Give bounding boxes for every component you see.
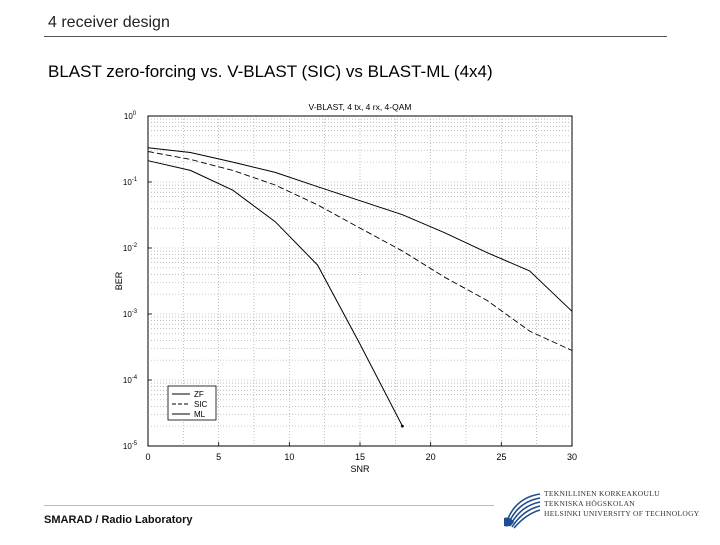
series-line-sic <box>147 151 573 351</box>
chart-title: V-BLAST, 4 tx, 4 rx, 4-QAM <box>309 102 412 112</box>
university-name: TEKNILLINEN KORKEAKOULU TEKNISKA HÖGSKOL… <box>544 489 700 519</box>
legend-label-sic: SIC <box>194 400 208 409</box>
legend-box <box>167 385 217 421</box>
x-tick-label: 25 <box>496 452 506 462</box>
y-tick-label: 10-5 <box>123 441 138 451</box>
university-line-3: HELSINKI UNIVERSITY OF TECHNOLOGY <box>544 509 700 518</box>
legend-label-ml: ML <box>194 410 206 419</box>
y-tick-label: 10-3 <box>123 309 138 319</box>
x-tick-label: 15 <box>355 452 365 462</box>
series-line-zf <box>147 147 573 312</box>
x-tick-label: 5 <box>216 452 221 462</box>
y-tick-label: 100 <box>124 111 137 121</box>
x-tick-label: 20 <box>426 452 436 462</box>
university-line-1: TEKNILLINEN KORKEAKOULU <box>544 489 660 498</box>
series-marker-ml <box>401 424 404 428</box>
y-tick-label: 10-1 <box>123 177 138 187</box>
header-title: 4 receiver design <box>48 14 170 31</box>
x-tick-label: 0 <box>145 452 150 462</box>
x-tick-label: 30 <box>567 452 577 462</box>
slide-title: BLAST zero-forcing vs. V-BLAST (SIC) vs … <box>48 62 493 81</box>
legend-label-zf: ZF <box>194 390 204 399</box>
footer-lab: SMARAD / Radio Laboratory <box>44 514 193 526</box>
university-logo-icon <box>504 493 541 529</box>
header-rule <box>44 36 667 37</box>
y-tick-label: 10-2 <box>123 243 138 253</box>
y-tick-label: 10-4 <box>123 375 138 385</box>
series-line-ml <box>147 160 403 427</box>
x-tick-label: 10 <box>284 452 294 462</box>
university-line-2: TEKNISKA HÖGSKOLAN <box>544 499 636 508</box>
y-axis-label: BER <box>114 271 124 290</box>
x-axis-label: SNR <box>350 464 370 474</box>
footer-rule <box>44 505 494 506</box>
